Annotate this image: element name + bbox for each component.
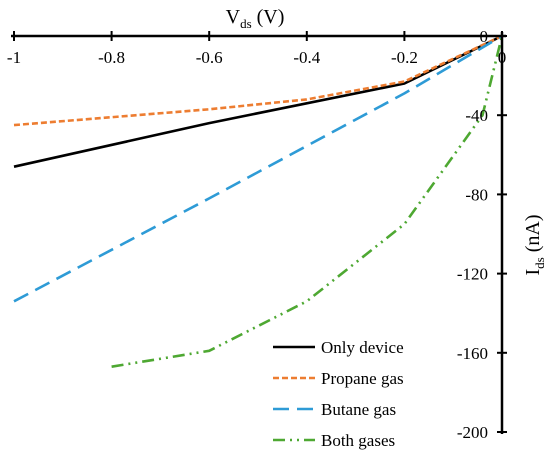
x-axis-title-unit: (V): [252, 6, 285, 28]
series-layer: [13, 34, 504, 368]
x-tick-label: -0.8: [98, 48, 125, 67]
legend-label-2: Propane gas: [321, 369, 404, 388]
y-axis-title-sub: ds: [532, 257, 547, 269]
series-line-3: [13, 34, 503, 303]
y-axis-title: Ids (nA): [522, 215, 547, 276]
axes-layer: -1 -0.8 -0.6 -0.4 -0.2 00 -40 -80 -120 -160 -200: [7, 27, 507, 442]
y-tick-label: -80: [465, 185, 488, 204]
legend-label-3: Butane gas: [321, 400, 396, 419]
legend-label-1: Only device: [321, 338, 404, 357]
x-tick-label: -0.2: [391, 48, 418, 67]
x-tick-label: -1: [7, 48, 21, 67]
x-axis-title: Vds (V): [226, 6, 285, 31]
svg-text:Ids (nA): Ids (nA): [522, 215, 547, 276]
svg-text:Vds (V): Vds (V): [226, 6, 285, 31]
series-line-4: [111, 35, 504, 368]
x-axis-title-sub: ds: [240, 16, 252, 31]
y-tick-label: 0: [480, 27, 489, 46]
series-line-2: [13, 34, 503, 127]
legend: Only device Propane gas Butane gas Both gas…: [273, 338, 404, 450]
x-axis-title-main: V: [226, 6, 241, 28]
y-tick-label: -200: [457, 423, 488, 442]
y-tick-label: -40: [465, 106, 488, 125]
series-line-1: [13, 34, 503, 168]
y-tick-label: -160: [457, 344, 488, 363]
y-axis-title-main: I: [522, 269, 544, 276]
x-tick-label: -0.6: [196, 48, 223, 67]
x-tick-label: 0: [498, 48, 507, 67]
x-tick-label: -0.4: [293, 48, 320, 67]
y-axis-title-unit: (nA): [522, 215, 544, 258]
y-tick-label: -120: [457, 265, 488, 284]
legend-label-4: Both gases: [321, 431, 395, 450]
